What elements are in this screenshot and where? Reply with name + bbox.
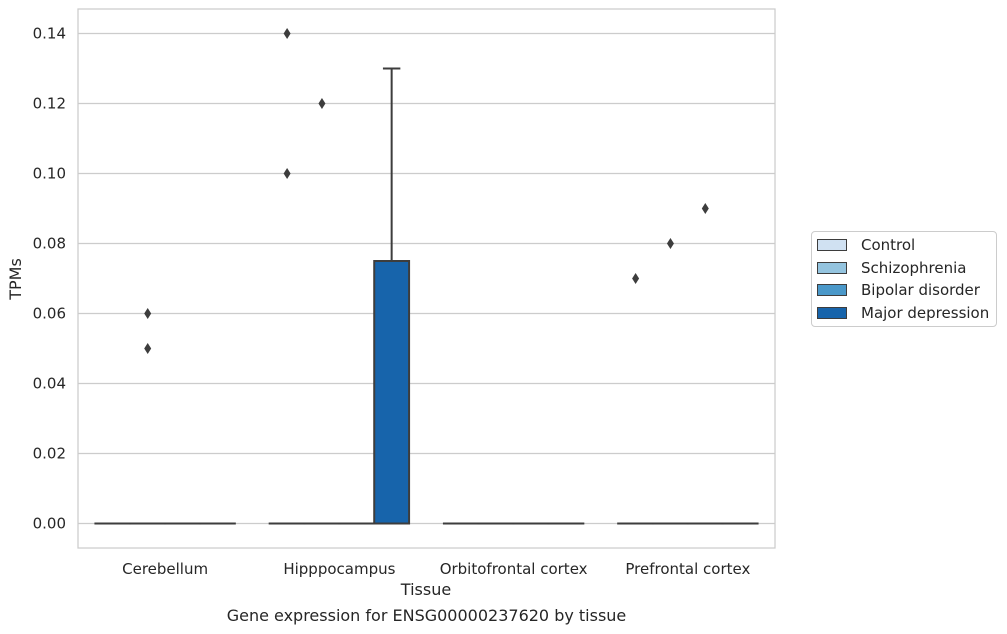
x-tick-label: Cerebellum — [122, 560, 208, 578]
y-tick-label: 0.00 — [33, 515, 66, 533]
y-tick-label: 0.08 — [33, 235, 66, 253]
legend-label: Control — [861, 236, 916, 255]
legend-label: Bipolar disorder — [861, 281, 980, 300]
x-tick-labels: Cerebellum Hipppocampus Orbitofrontal cort… — [122, 560, 750, 578]
outlier-point — [318, 98, 326, 109]
boxes — [94, 67, 759, 525]
legend-item: Bipolar disorder — [812, 279, 996, 302]
legend-label: Major depression — [861, 303, 990, 322]
legend-swatch — [817, 284, 847, 297]
x-tick-label: Hipppocampus — [283, 560, 395, 578]
legend-item: Schizophrenia — [812, 257, 996, 280]
legend-item: Control — [812, 234, 996, 257]
outlier-point — [283, 168, 291, 179]
legend-item: Major depression — [812, 302, 996, 325]
legend-swatch — [817, 239, 847, 252]
x-tick-label: Prefrontal cortex — [625, 560, 750, 578]
outlier-point — [283, 28, 291, 39]
plot-frame — [77, 8, 776, 549]
x-axis-title: Tissue — [400, 580, 451, 599]
y-tick-label: 0.14 — [33, 25, 66, 43]
box-group — [373, 67, 411, 525]
outlier-point — [701, 203, 709, 214]
legend: Control Schizophrenia Bipolar disorder Majo… — [811, 231, 997, 327]
y-tick-labels: 0.00 0.02 0.04 0.06 0.08 0.10 0.12 0.14 — [33, 25, 66, 533]
y-tick-label: 0.04 — [33, 375, 66, 393]
legend-label: Schizophrenia — [861, 258, 967, 277]
outliers — [144, 28, 709, 354]
y-tick-label: 0.10 — [33, 165, 66, 183]
y-tick-label: 0.02 — [33, 445, 66, 463]
legend-swatch — [817, 306, 847, 319]
y-tick-label: 0.12 — [33, 95, 66, 113]
outlier-point — [632, 273, 640, 284]
outlier-point — [144, 343, 152, 354]
legend-swatch — [817, 261, 847, 274]
x-tick-label: Orbitofrontal cortex — [440, 560, 588, 578]
box — [373, 260, 411, 525]
y-tick-label: 0.06 — [33, 305, 66, 323]
chart-caption: Gene expression for ENSG00000237620 by t… — [226, 606, 627, 625]
y-axis-title: TPMs — [6, 258, 25, 301]
gridlines — [78, 32, 775, 525]
outlier-point — [666, 238, 674, 249]
outlier-point — [144, 308, 152, 319]
